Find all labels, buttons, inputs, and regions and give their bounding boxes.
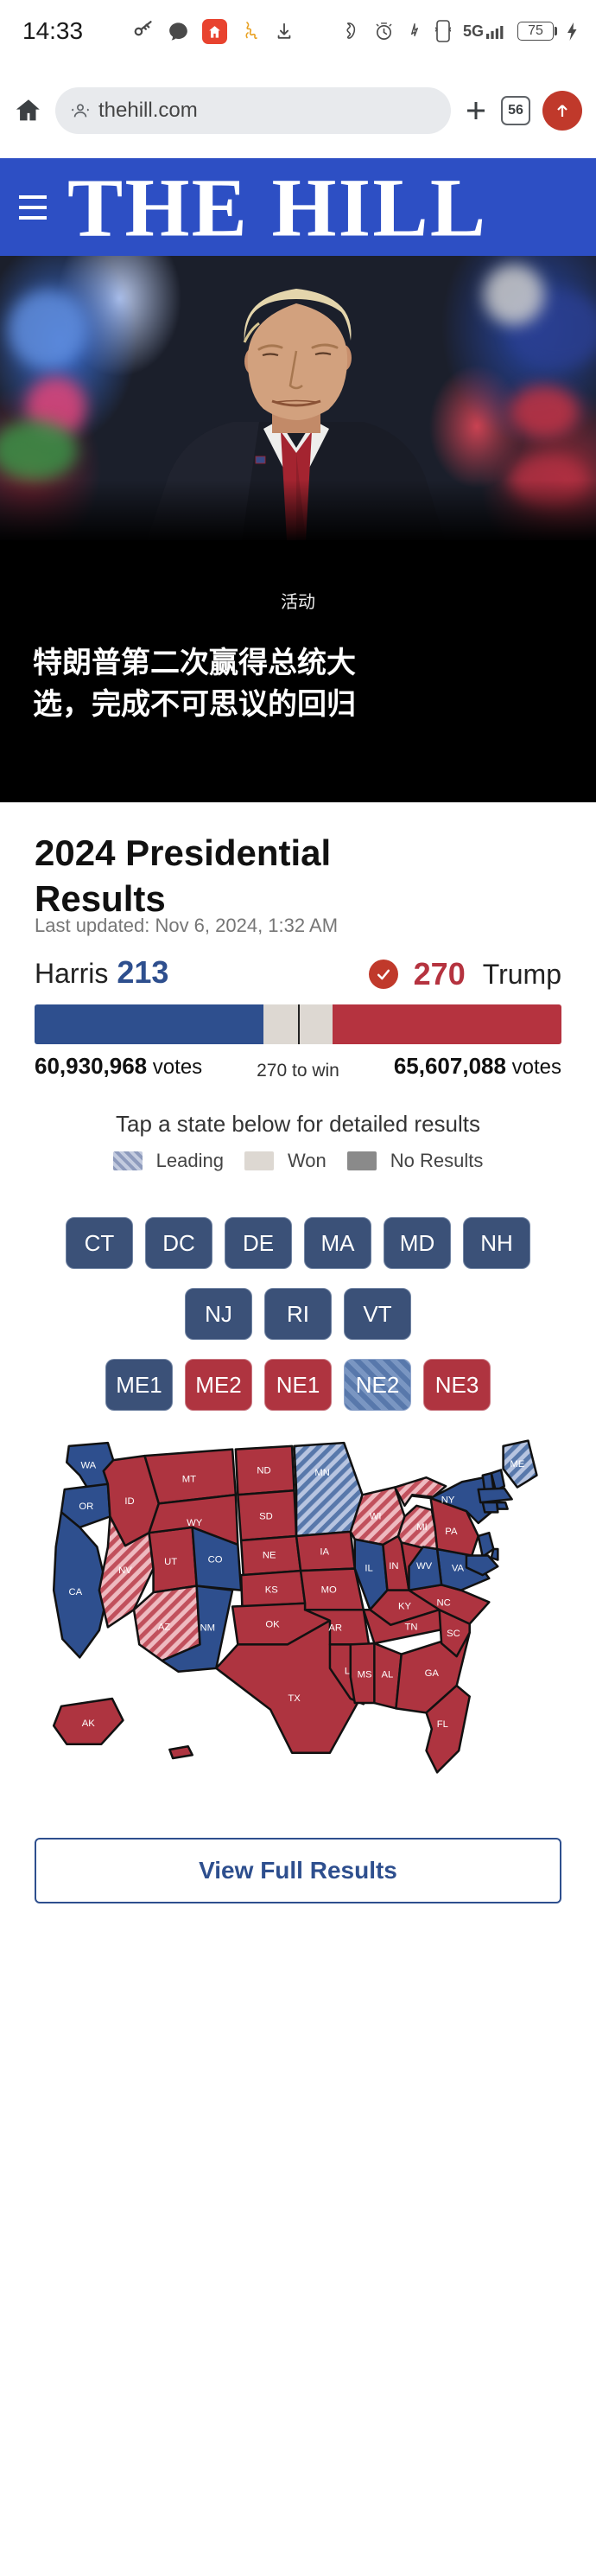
svg-text:WA: WA bbox=[80, 1460, 96, 1470]
svg-text:AR: AR bbox=[328, 1623, 342, 1634]
svg-text:WV: WV bbox=[416, 1561, 433, 1572]
svg-text:ND: ND bbox=[257, 1466, 270, 1476]
svg-text:ME: ME bbox=[510, 1459, 524, 1470]
svg-text:NV: NV bbox=[118, 1565, 132, 1576]
svg-text:IL: IL bbox=[365, 1564, 372, 1574]
svg-text:TN: TN bbox=[404, 1622, 417, 1632]
svg-text:VA: VA bbox=[452, 1564, 465, 1574]
svg-text:AZ: AZ bbox=[158, 1622, 171, 1632]
svg-text:NC: NC bbox=[436, 1598, 450, 1609]
svg-text:WI: WI bbox=[370, 1511, 382, 1521]
svg-text:ID: ID bbox=[124, 1496, 134, 1507]
svg-text:UT: UT bbox=[164, 1557, 177, 1567]
svg-text:MN: MN bbox=[314, 1468, 330, 1478]
svg-text:MI: MI bbox=[416, 1522, 428, 1533]
svg-text:MO: MO bbox=[321, 1585, 337, 1596]
svg-text:GA: GA bbox=[425, 1668, 440, 1679]
svg-text:NM: NM bbox=[200, 1623, 215, 1634]
svg-text:KY: KY bbox=[398, 1601, 412, 1611]
svg-text:PA: PA bbox=[445, 1527, 458, 1537]
svg-text:MS: MS bbox=[358, 1669, 372, 1680]
svg-text:KS: KS bbox=[265, 1585, 278, 1596]
svg-text:AK: AK bbox=[82, 1718, 96, 1729]
svg-text:OK: OK bbox=[265, 1620, 280, 1630]
svg-text:TX: TX bbox=[288, 1693, 301, 1704]
svg-text:OR: OR bbox=[79, 1502, 93, 1512]
svg-text:MT: MT bbox=[182, 1475, 196, 1485]
svg-text:IN: IN bbox=[389, 1561, 398, 1572]
svg-text:IA: IA bbox=[320, 1547, 329, 1558]
svg-text:FL: FL bbox=[437, 1719, 448, 1730]
svg-text:CO: CO bbox=[208, 1555, 223, 1565]
svg-text:AL: AL bbox=[382, 1669, 394, 1680]
svg-text:NY: NY bbox=[441, 1495, 455, 1506]
svg-text:NE: NE bbox=[263, 1551, 276, 1561]
svg-text:WY: WY bbox=[187, 1518, 203, 1528]
svg-text:CA: CA bbox=[68, 1587, 82, 1597]
svg-text:SC: SC bbox=[447, 1629, 460, 1639]
svg-text:SD: SD bbox=[259, 1511, 273, 1521]
